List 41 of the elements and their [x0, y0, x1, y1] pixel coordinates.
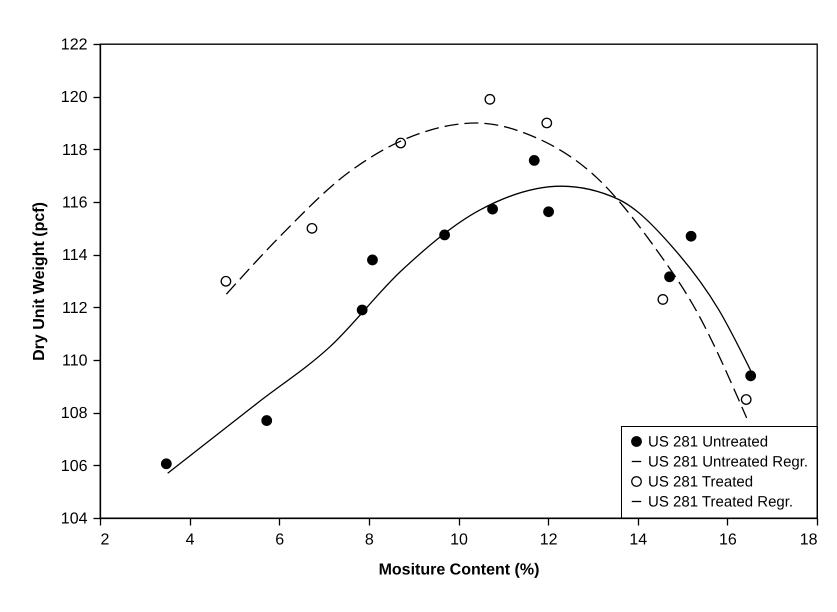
y-tick-label: 108 [60, 405, 88, 422]
x-tick-label: 18 [800, 532, 818, 548]
x-tick-label: 14 [629, 532, 648, 548]
point [541, 118, 552, 128]
legend-label: US 281 Untreated [648, 434, 768, 450]
x-tick-label: 10 [450, 532, 468, 548]
legend-label: US 281 Treated [648, 474, 754, 490]
x-tick-label: 2 [100, 532, 110, 548]
x-tick-label: 6 [275, 532, 284, 548]
y-tick-label: 114 [62, 247, 88, 264]
point [745, 370, 756, 382]
x-axis-title: Mositure Content (%) [378, 562, 540, 578]
y-tick-label: 116 [62, 194, 88, 212]
point [664, 271, 675, 282]
y-tick-label: 120 [60, 89, 88, 106]
point [367, 254, 378, 266]
x-tick-label: 8 [364, 532, 374, 548]
y-axis-title: Dry Unit Weight (pcf) [30, 202, 48, 361]
point [220, 276, 232, 287]
legend-label: US 281 Treated Regr. [648, 494, 794, 510]
point [487, 204, 498, 214]
point [484, 94, 496, 105]
y-tick-label: 106 [60, 458, 88, 475]
y-tick-label: 110 [62, 352, 88, 370]
point [528, 155, 540, 166]
point [657, 294, 668, 305]
point [306, 222, 318, 234]
x-tick-label: 16 [718, 532, 737, 548]
legend-label: US 281 Untreated Regr. [648, 454, 808, 470]
y-tick-label: 122 [60, 36, 88, 54]
x-tick-label: 4 [186, 532, 195, 548]
point [261, 415, 272, 426]
y-tick-label: 104 [60, 510, 88, 528]
point [395, 138, 406, 148]
x-tick-label: 12 [540, 532, 558, 548]
point [160, 458, 172, 470]
y-tick-label: 112 [62, 300, 88, 317]
y-tick-label: 118 [62, 142, 88, 159]
point [686, 230, 696, 242]
point [740, 394, 752, 405]
point [543, 206, 554, 218]
